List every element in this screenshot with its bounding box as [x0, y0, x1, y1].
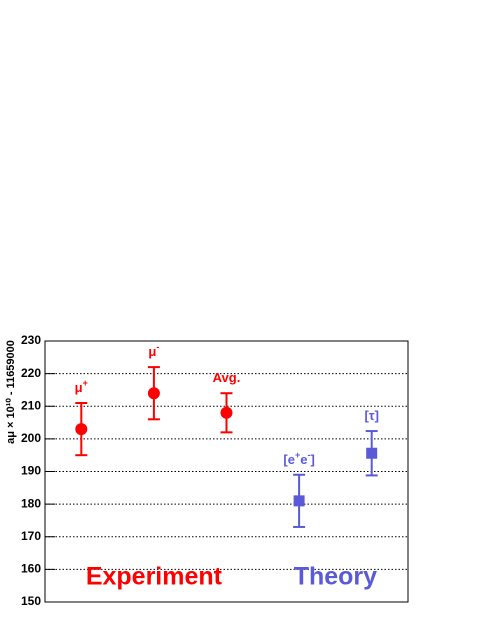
y-tick-label: 150: [21, 594, 41, 608]
y-tick-label: 170: [21, 529, 41, 543]
y-tick-label: 180: [21, 496, 41, 510]
point-label: [e+e-]: [283, 450, 314, 467]
y-tick-label: 220: [21, 366, 41, 380]
y-tick-label: 200: [21, 431, 41, 445]
marker: [220, 406, 233, 419]
y-tick-label: 230: [21, 333, 41, 347]
y-axis-label: aμ × 10¹⁰ - 11659000: [5, 340, 17, 444]
marker: [366, 447, 378, 459]
y-tick-label: 210: [21, 398, 41, 412]
point-label: μ+: [75, 378, 88, 395]
y-tick-label: 160: [21, 562, 41, 576]
point-label: Avg.: [213, 371, 241, 386]
marker: [147, 387, 160, 400]
legend-label: Experiment: [86, 563, 223, 591]
point-label: [τ]: [364, 408, 379, 423]
legend-label: Theory: [294, 563, 377, 591]
y-tick-label: 190: [21, 464, 41, 478]
marker: [75, 423, 88, 436]
point-label: μ-: [148, 342, 159, 359]
marker: [293, 495, 305, 507]
